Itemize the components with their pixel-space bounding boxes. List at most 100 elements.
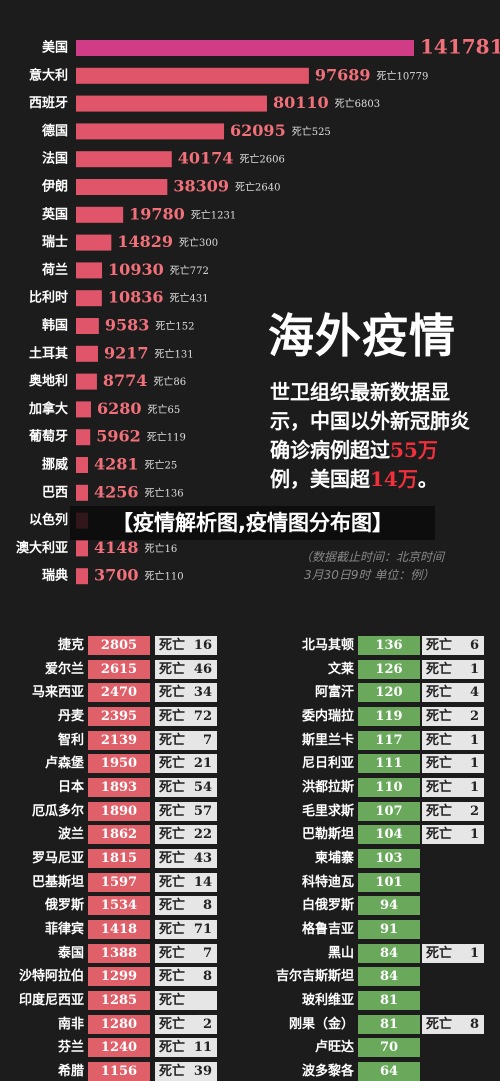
country-name: 希腊 bbox=[57, 1064, 84, 1080]
death-label: 死亡 bbox=[426, 756, 453, 772]
category-label: 英国 bbox=[41, 206, 68, 222]
death-cell: 死亡 1 bbox=[422, 778, 484, 798]
country-name: 菲律宾 bbox=[44, 922, 84, 938]
country-name: 科特迪瓦 bbox=[301, 874, 354, 890]
death-cell: 死亡 8 bbox=[155, 967, 217, 987]
cases-cell: 101 bbox=[358, 872, 420, 892]
category-label: 挪威 bbox=[42, 457, 68, 473]
category-label: 法国 bbox=[42, 151, 68, 167]
death-label: 死亡 bbox=[426, 1016, 453, 1032]
value-label: 10930 bbox=[108, 260, 164, 279]
death-label: 死亡 bbox=[159, 780, 186, 796]
category-label: 荷兰 bbox=[41, 262, 68, 278]
value-label: 4256 bbox=[94, 482, 139, 501]
cases-cell: 126 bbox=[358, 659, 420, 679]
category-label: 加拿大 bbox=[28, 401, 68, 417]
country-name: 洪都拉斯 bbox=[301, 780, 354, 796]
value-label: 10836 bbox=[108, 288, 164, 307]
death-label: 死亡1231 bbox=[191, 208, 236, 221]
country-name: 柬埔寨 bbox=[314, 851, 354, 867]
value-label: 5962 bbox=[96, 427, 141, 446]
country-name: 文莱 bbox=[327, 661, 354, 677]
body-text: 世卫组织最新数据显示，中国以外新冠肺炎确诊病例超过55万例，美国超14万。 bbox=[270, 378, 475, 494]
bar bbox=[76, 568, 88, 585]
country-name: 芬兰 bbox=[57, 1040, 84, 1056]
headline: 海外疫情 bbox=[268, 309, 456, 363]
country-name: 智利 bbox=[57, 732, 84, 748]
country-name: 尼日利亚 bbox=[301, 756, 354, 772]
death-cell: 死亡 21 bbox=[155, 754, 217, 774]
bar bbox=[76, 67, 309, 84]
bar bbox=[76, 318, 99, 334]
bar bbox=[76, 234, 112, 251]
death-label: 死亡300 bbox=[179, 236, 218, 249]
country-name: 格鲁吉亚 bbox=[301, 922, 354, 938]
death-label: 死亡25 bbox=[145, 459, 178, 472]
death-label: 死亡136 bbox=[145, 486, 184, 499]
death-label: 死亡 bbox=[159, 898, 186, 914]
cases-cell: 2395 bbox=[88, 707, 150, 726]
death-count: 11 bbox=[193, 1040, 212, 1056]
cases-cell: 1418 bbox=[88, 920, 150, 940]
death-count: 8 bbox=[469, 1016, 479, 1032]
death-cell: 死亡 8 bbox=[155, 896, 217, 916]
death-count: 57 bbox=[193, 803, 212, 819]
death-cell: 死亡 34 bbox=[155, 683, 217, 703]
death-label: 死亡 bbox=[159, 993, 186, 1009]
country-name: 日本 bbox=[57, 780, 84, 796]
country-name: 吉尔吉斯斯坦 bbox=[275, 969, 354, 985]
country-name: 南非 bbox=[57, 1016, 84, 1032]
text: 例，美国超 bbox=[270, 467, 370, 491]
country-name: 白俄罗斯 bbox=[301, 898, 354, 914]
country-name: 卢旺达 bbox=[314, 1040, 354, 1056]
country-name: 阿富汗 bbox=[314, 685, 354, 701]
cases-cell: 104 bbox=[358, 825, 420, 845]
death-cell: 死亡 46 bbox=[155, 659, 217, 679]
death-label: 死亡 bbox=[159, 945, 186, 961]
category-label: 以色列 bbox=[29, 512, 68, 528]
death-label: 死亡 bbox=[159, 969, 186, 985]
cases-cell: 111 bbox=[358, 754, 420, 774]
country-name: 巴勒斯坦 bbox=[301, 827, 354, 843]
death-count: 21 bbox=[193, 756, 212, 772]
highlight: 55万 bbox=[390, 438, 438, 462]
death-label: 死亡 bbox=[159, 756, 186, 772]
death-cell: 死亡 1 bbox=[422, 825, 484, 845]
death-cell: 死亡 11 bbox=[155, 1038, 217, 1058]
death-cell: 死亡 14 bbox=[155, 872, 217, 892]
death-label: 死亡 bbox=[159, 922, 186, 938]
death-cell: 死亡 1 bbox=[422, 943, 484, 963]
value-label: 9217 bbox=[104, 343, 149, 362]
death-count: 4 bbox=[469, 685, 479, 701]
value-label: 4281 bbox=[94, 455, 139, 474]
death-label: 死亡 bbox=[426, 945, 453, 961]
bar bbox=[76, 540, 88, 557]
cases-cell: 1890 bbox=[88, 801, 150, 821]
death-count: 43 bbox=[193, 851, 212, 867]
death-label: 死亡 bbox=[426, 661, 453, 677]
cases-cell: 110 bbox=[358, 778, 420, 798]
bar bbox=[76, 123, 225, 140]
caption: 【疫情解析图,疫情图分布图】 bbox=[70, 506, 435, 540]
death-count: 2 bbox=[469, 803, 479, 819]
cases-cell: 1156 bbox=[88, 1062, 150, 1081]
country-name: 波多黎各 bbox=[301, 1064, 354, 1080]
category-label: 德国 bbox=[42, 123, 68, 139]
death-label: 死亡110 bbox=[145, 570, 184, 583]
death-label: 死亡119 bbox=[147, 431, 186, 444]
cases-cell: 1280 bbox=[88, 1014, 150, 1034]
death-count: 54 bbox=[193, 780, 212, 796]
death-count: 1 bbox=[469, 780, 479, 796]
death-label: 死亡 bbox=[159, 851, 186, 867]
death-label: 死亡431 bbox=[170, 292, 209, 305]
death-count: 8 bbox=[202, 898, 212, 914]
death-cell: 死亡 2 bbox=[422, 707, 484, 726]
cases-cell: 120 bbox=[358, 683, 420, 703]
death-label: 死亡 bbox=[159, 685, 186, 701]
death-label: 死亡 bbox=[159, 1016, 186, 1032]
death-label: 死亡2606 bbox=[239, 153, 284, 166]
country-name: 罗马尼亚 bbox=[31, 851, 84, 867]
bar bbox=[76, 401, 91, 418]
death-label: 死亡 bbox=[159, 709, 186, 724]
